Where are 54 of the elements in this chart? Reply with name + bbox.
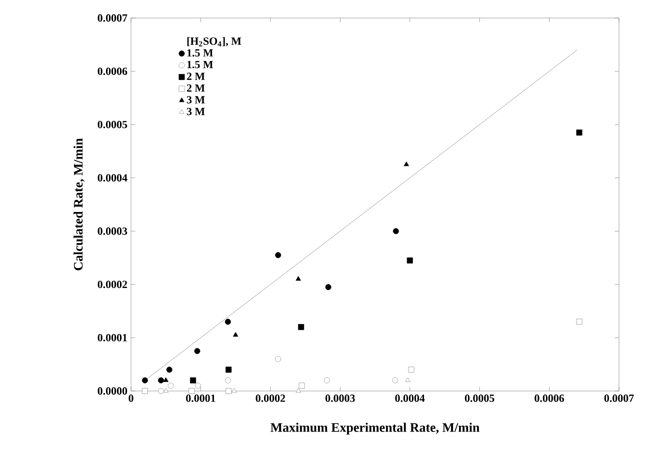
y-tick-label: 0.0004 bbox=[98, 174, 128, 182]
point bbox=[190, 377, 196, 384]
point bbox=[296, 276, 301, 281]
point bbox=[224, 318, 231, 325]
point bbox=[576, 130, 582, 136]
x-tick-label: 0.0003 bbox=[326, 394, 355, 402]
point bbox=[142, 377, 148, 384]
y-tick-label: 0.0000 bbox=[98, 387, 128, 395]
point bbox=[163, 388, 168, 393]
legend-label: 3 M bbox=[186, 96, 205, 104]
x-tick-label: 0.0007 bbox=[604, 394, 634, 402]
x-tick-label: 0 bbox=[128, 394, 134, 402]
point bbox=[576, 318, 582, 325]
y-tick-label: 0.0007 bbox=[98, 14, 128, 22]
point bbox=[166, 366, 172, 373]
point bbox=[163, 377, 168, 382]
y-tick-label: 0.0005 bbox=[98, 120, 128, 128]
point bbox=[158, 377, 164, 384]
point bbox=[158, 388, 164, 394]
legend-label: 3 M bbox=[186, 108, 205, 116]
point bbox=[226, 388, 232, 394]
point bbox=[298, 382, 305, 389]
point bbox=[392, 377, 398, 384]
point bbox=[406, 257, 413, 264]
y-tick-label: 0.0002 bbox=[98, 280, 127, 288]
x-tick-label: 0.0005 bbox=[464, 394, 494, 402]
point bbox=[275, 252, 282, 258]
y-tick-label: 0.0003 bbox=[98, 227, 128, 235]
point bbox=[194, 382, 201, 389]
point bbox=[188, 388, 195, 394]
point bbox=[408, 366, 414, 373]
point bbox=[325, 284, 332, 290]
point bbox=[405, 377, 410, 382]
point bbox=[194, 348, 200, 354]
legend-label: 1.5 M bbox=[187, 60, 213, 68]
x-tick-label: 0.0006 bbox=[534, 394, 564, 402]
point bbox=[296, 388, 301, 393]
point bbox=[392, 228, 399, 234]
x-tick-label: 0.0004 bbox=[395, 394, 425, 402]
y-tick-label: 0.0006 bbox=[98, 68, 128, 76]
x-tick-label: 0.0001 bbox=[186, 394, 216, 402]
point bbox=[298, 324, 304, 330]
x-tick-label: 0.0002 bbox=[256, 394, 286, 402]
legend-title: [H$_{2}$SO$_{4}$], M bbox=[187, 37, 242, 46]
legend-label: 2 M bbox=[186, 72, 205, 80]
legend-label: 1.5 M bbox=[187, 49, 213, 57]
point bbox=[232, 332, 238, 337]
y-tick-label: 0.0001 bbox=[98, 334, 127, 342]
point bbox=[404, 162, 409, 166]
x-axis-title: Maximum Experimental Rate, M/min bbox=[270, 422, 480, 434]
point bbox=[226, 366, 232, 373]
legend-label: 2 M bbox=[186, 84, 205, 92]
y-axis-title: Calculated Rate, M/min bbox=[74, 138, 85, 270]
point bbox=[232, 388, 237, 393]
